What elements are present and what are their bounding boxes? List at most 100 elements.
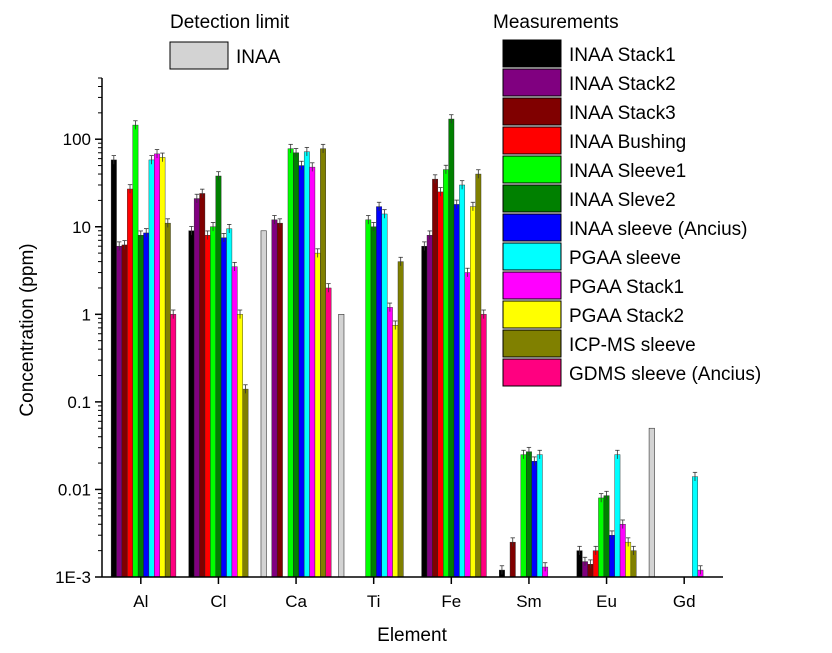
bar: [464, 272, 471, 578]
bar: [303, 151, 310, 578]
x-tick-label: Cl: [210, 592, 226, 611]
bar: [370, 226, 377, 578]
bar: [199, 193, 206, 578]
bar: [132, 124, 139, 578]
legend-swatch: [502, 329, 562, 358]
bar: [116, 245, 123, 578]
bar: [614, 454, 621, 578]
bars-layer: [110, 114, 704, 578]
bar: [143, 232, 150, 578]
bar: [193, 198, 200, 578]
bar: [110, 159, 117, 578]
measurements-legend: Measurements INAA Stack1 INAA Stack2 INAA …: [493, 12, 761, 387]
y-tick-label: 0.01: [58, 480, 91, 499]
legend-label: PGAA Stack2: [569, 306, 684, 327]
bar: [459, 184, 466, 578]
bar: [392, 325, 399, 578]
y-tick-label: 0.1: [67, 393, 91, 412]
bar: [509, 541, 516, 578]
y-tick-label: 10: [72, 218, 91, 237]
bar: [536, 454, 543, 578]
detection-limit-bar: [648, 427, 655, 578]
bar: [287, 148, 294, 578]
x-tick-label: Sm: [516, 592, 542, 611]
x-ticks: Al Cl Ca Ti Fe Sm Eu Gd: [133, 577, 696, 611]
bar: [453, 204, 460, 578]
legend-swatch: [502, 184, 562, 213]
bar: [432, 178, 439, 578]
legend-swatch: [502, 68, 562, 97]
x-tick-label: Al: [133, 592, 148, 611]
legend-swatch: [502, 155, 562, 184]
y-tick-label: 1E-3: [55, 568, 91, 587]
bar: [127, 188, 133, 578]
legend-swatch: [502, 97, 562, 126]
bar: [365, 219, 372, 578]
bar: [421, 245, 428, 578]
bar: [475, 173, 482, 578]
legend-swatch: [502, 358, 562, 387]
bar: [148, 159, 155, 578]
y-axis-title: Concentration (ppm): [17, 243, 38, 416]
legend-label: INAA Stack3: [569, 103, 676, 124]
bar: [609, 535, 615, 578]
legend-label: INAA Stack1: [569, 45, 676, 66]
bar: [210, 226, 216, 578]
legend-label: INAA Sleve2: [569, 190, 676, 211]
bar: [448, 118, 455, 578]
bar: [188, 230, 195, 578]
bar: [480, 314, 487, 578]
bar: [625, 541, 632, 578]
legend-swatch: [502, 242, 562, 271]
legend-label: INAA Stack2: [569, 74, 676, 95]
bar: [154, 153, 160, 578]
bar: [325, 287, 332, 578]
bar: [271, 219, 278, 578]
bar: [276, 222, 283, 578]
detection-limit-legend: Detection limit INAA: [169, 12, 290, 70]
legend-swatch: [502, 39, 562, 68]
bar: [598, 497, 605, 578]
bar: [220, 237, 227, 578]
detection-limit-swatch: [169, 41, 229, 70]
bar: [164, 222, 171, 578]
bar: [121, 244, 128, 578]
bar: [159, 157, 166, 578]
detection-limit-bar: [338, 314, 345, 578]
bar: [470, 206, 476, 578]
bar: [242, 388, 249, 578]
x-tick-label: Ti: [367, 592, 381, 611]
bar: [520, 454, 527, 578]
bar: [386, 307, 393, 578]
legend-swatch: [502, 213, 562, 242]
bar: [237, 314, 243, 578]
bar: [137, 235, 144, 578]
bar: [309, 166, 316, 578]
bar: [619, 524, 626, 578]
y-ticks: 1E-3 0.01 0.1 1 10 100: [55, 77, 102, 587]
x-tick-label: Fe: [441, 592, 461, 611]
legend-swatch: [502, 300, 562, 329]
y-tick-label: 100: [63, 130, 91, 149]
bar: [170, 314, 177, 578]
bar: [226, 228, 233, 578]
x-tick-label: Gd: [673, 592, 696, 611]
bar: [531, 461, 538, 578]
y-tick-label: 1: [82, 305, 91, 324]
bar: [603, 495, 610, 578]
bar: [437, 191, 444, 578]
legend-label: INAA Sleeve1: [569, 161, 686, 182]
legend-swatch: [502, 126, 562, 155]
detection-limit-bar: [260, 230, 267, 578]
x-tick-label: Ca: [285, 592, 307, 611]
bar: [314, 252, 321, 578]
legend-label: PGAA Stack1: [569, 277, 684, 298]
legend-label: ICP-MS sleeve: [569, 335, 696, 356]
bar: [298, 165, 305, 578]
bar: [526, 451, 532, 578]
bar: [215, 175, 222, 578]
bar: [231, 266, 238, 578]
bar: [381, 213, 388, 578]
bar: [293, 152, 299, 578]
